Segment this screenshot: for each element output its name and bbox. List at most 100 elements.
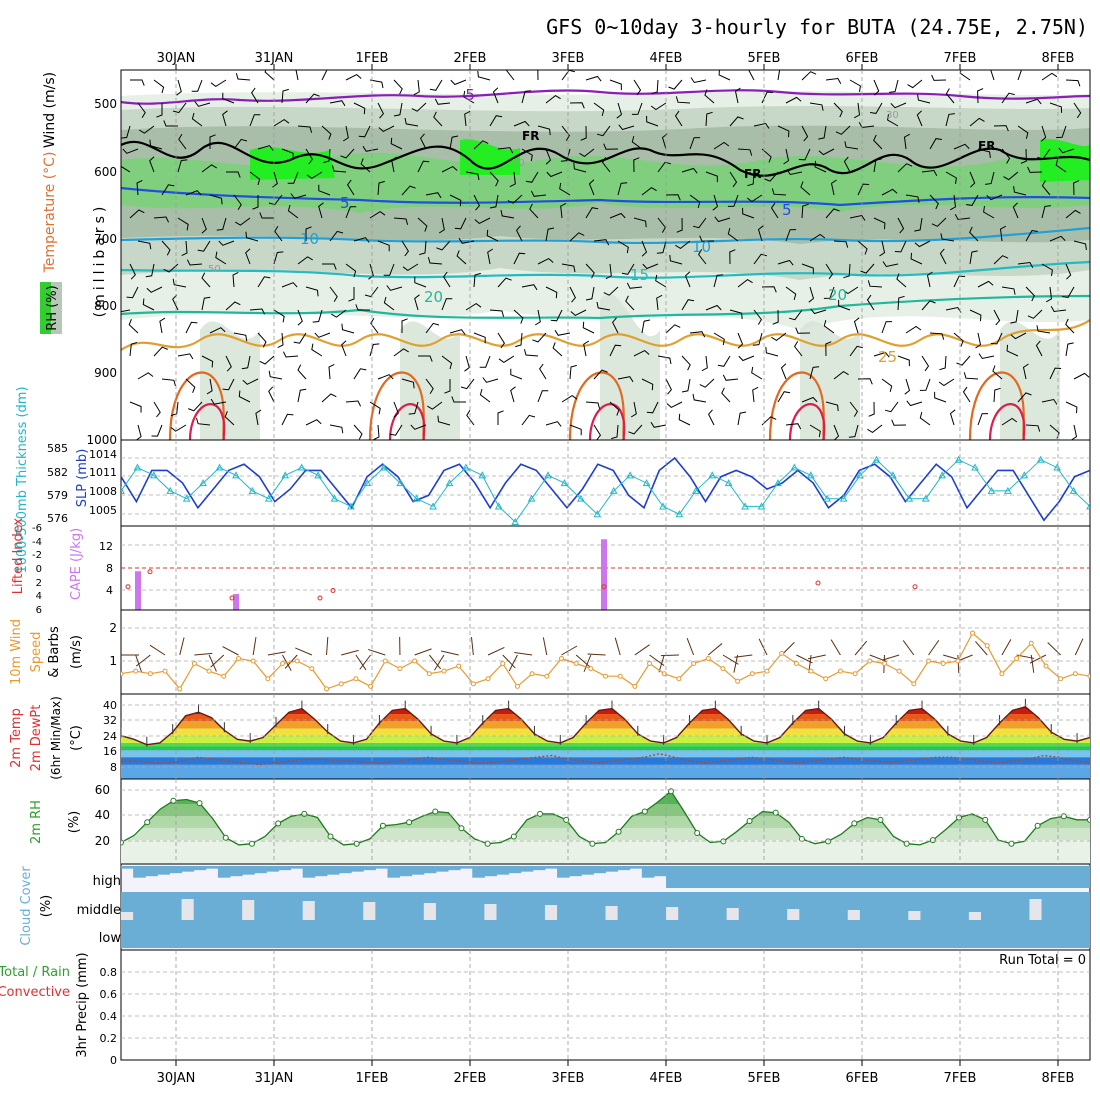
precip-ticks: 0.8 0.6 0.4 0.2 0 bbox=[100, 966, 118, 1067]
cloud-high-cell bbox=[339, 866, 352, 873]
cloud-low-cell bbox=[496, 892, 509, 948]
slp-tick-1014: 1014 bbox=[89, 448, 117, 461]
cloud-level-high: high bbox=[93, 874, 121, 889]
label-20b: 20 bbox=[828, 286, 847, 304]
cloud-high-cell bbox=[872, 866, 885, 888]
chart-title: GFS 0~10day 3-hourly for BUTA (24.75E, 2… bbox=[546, 15, 1088, 39]
cloud-high-cell bbox=[387, 866, 400, 878]
cloud-high-cell bbox=[436, 866, 449, 872]
rh-tick-60: 60 bbox=[95, 783, 110, 797]
wind-speed-point bbox=[618, 674, 622, 678]
wind-speed-point bbox=[486, 677, 490, 681]
rh-point bbox=[276, 821, 281, 826]
cloud-high-cell bbox=[1017, 866, 1030, 888]
date-label-bottom: 8FEB bbox=[1042, 1071, 1075, 1086]
thick-tick-585: 585 bbox=[47, 442, 68, 455]
cloud-mid-gap bbox=[121, 912, 134, 920]
cloud-low-cell bbox=[860, 892, 873, 948]
cloud-low-cell bbox=[557, 892, 570, 948]
cloud-high-cell bbox=[363, 866, 376, 870]
cloud-high-cell bbox=[642, 866, 655, 878]
cloud-low-cell bbox=[799, 892, 812, 948]
wind-speed-point bbox=[471, 682, 475, 686]
date-label-top: 7FEB bbox=[944, 51, 977, 66]
cloud-low-cell bbox=[521, 892, 534, 948]
precip-tick-06: 0.6 bbox=[100, 988, 118, 1001]
cloud-high-cell bbox=[860, 866, 873, 888]
li-ticks: -6 -4 -2 0 2 4 6 bbox=[32, 523, 42, 616]
cloud-high-cell bbox=[278, 866, 291, 870]
cloud-low-cell bbox=[569, 892, 582, 948]
cloud-low-cell bbox=[1042, 892, 1055, 948]
cloud-low-cell bbox=[872, 892, 885, 948]
cloud-low-cell bbox=[375, 892, 388, 948]
temp-band bbox=[121, 743, 1090, 747]
label-fr-2: FR bbox=[744, 167, 761, 181]
rh-point bbox=[538, 811, 543, 816]
wind-speed-point bbox=[736, 679, 740, 683]
cloud-low-cell bbox=[1017, 892, 1030, 948]
cloud-mid-gap bbox=[545, 905, 558, 920]
cloud-low-cell bbox=[654, 892, 667, 948]
rh-point bbox=[249, 841, 254, 846]
ylabel-cloud-unit: (%) bbox=[39, 895, 54, 918]
wind-speed-point bbox=[178, 687, 182, 691]
wind-speed-point bbox=[148, 672, 152, 676]
wind-speed-point bbox=[971, 631, 975, 635]
cloud-low-cell bbox=[642, 892, 655, 948]
date-label-top: 30JAN bbox=[157, 51, 196, 66]
cape-tick-4: 4 bbox=[106, 584, 113, 597]
li-tick-m4: -4 bbox=[32, 537, 42, 548]
tick-600: 600 bbox=[94, 165, 117, 179]
wind-speed-point bbox=[794, 662, 798, 666]
cloud-mid-gap bbox=[727, 908, 740, 920]
cloud-mid-gap bbox=[424, 903, 437, 920]
wind-speed-point bbox=[633, 684, 637, 688]
cloud-high-cell bbox=[763, 866, 776, 888]
label-10a: 10 bbox=[300, 230, 319, 248]
cloud-high-cell bbox=[169, 866, 182, 873]
ylabel-pressure: (millibars) bbox=[92, 203, 108, 318]
wind-speed-point bbox=[192, 662, 196, 666]
wind-barb bbox=[1090, 655, 1100, 657]
wind-speed-point bbox=[956, 659, 960, 663]
cloud-low-cell bbox=[811, 892, 824, 948]
rh-point bbox=[354, 841, 359, 846]
wind-speed-point bbox=[501, 662, 505, 666]
label-fr-3: FR bbox=[978, 139, 995, 153]
cloud-mid-gap bbox=[787, 909, 800, 920]
cloud-high-cell bbox=[557, 866, 570, 878]
cloud-low-cell bbox=[933, 892, 946, 948]
wind-speed-point bbox=[677, 677, 681, 681]
cloud-high-cell bbox=[678, 866, 691, 888]
cloud-low-cell bbox=[133, 892, 146, 948]
temp-ticks: 40 32 24 16 8 bbox=[103, 699, 117, 774]
cloud-mid-gap bbox=[908, 911, 921, 920]
wind-speed-point bbox=[545, 674, 549, 678]
wind-speed-point bbox=[325, 687, 329, 691]
wind-speed-point bbox=[559, 656, 563, 660]
cloud-low-cell bbox=[1066, 892, 1079, 948]
wind-speed-point bbox=[413, 659, 417, 663]
cloud-low-cell bbox=[824, 892, 837, 948]
cloud-low-cell bbox=[291, 892, 304, 948]
label-rh50: 50 bbox=[208, 264, 221, 275]
cloud-high-cell bbox=[654, 866, 667, 876]
cape-li-panel: -6 -4 -2 0 2 4 6 12 8 4 Lifted Index CAP… bbox=[11, 517, 1090, 616]
wind-speed-point bbox=[927, 659, 931, 663]
rh-point bbox=[616, 829, 621, 834]
cloud-high-cell bbox=[460, 866, 473, 869]
wind-speed-point bbox=[398, 667, 402, 671]
cloud-high-cell bbox=[581, 866, 594, 875]
ylabel-wind10m: 10m Wind bbox=[9, 619, 24, 685]
cloud-high-cell bbox=[303, 866, 316, 878]
wind-speed-point bbox=[163, 669, 167, 673]
cloud-high-cell bbox=[133, 866, 146, 878]
ylabel-wind: Wind (m/s) bbox=[42, 72, 58, 148]
rh-point bbox=[747, 819, 752, 824]
label-fr-1: FR bbox=[522, 129, 539, 143]
ylabel-rh: RH (%) bbox=[45, 285, 60, 330]
rh-point bbox=[983, 817, 988, 822]
ylabel-total-rain: Total / Rain bbox=[0, 965, 70, 980]
